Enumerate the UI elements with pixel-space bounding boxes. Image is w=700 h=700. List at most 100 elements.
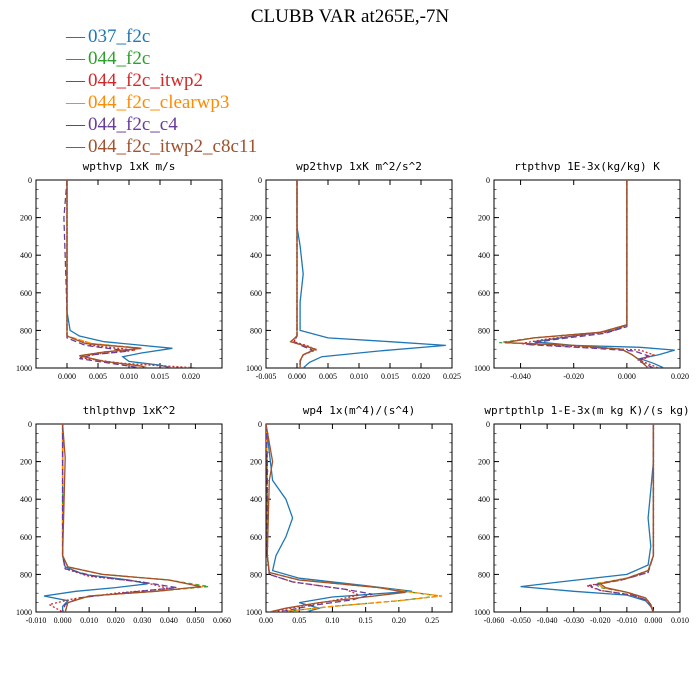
- x-tick-label: 0.010: [80, 616, 98, 625]
- series-line-1: [43, 424, 148, 612]
- x-tick-label: 0.20: [392, 616, 406, 625]
- panel-1: wpthvp 1xK m/s 0 200 400 600 800 1000 0.000 0.00…: [16, 160, 223, 381]
- series-line-6: [61, 424, 201, 612]
- series-line-1: [296, 180, 446, 368]
- y-tick-label: 400: [250, 495, 262, 504]
- panel-frame: [35, 179, 223, 369]
- y-tick-label: 1000: [474, 608, 490, 617]
- y-tick-label: 0: [258, 420, 262, 429]
- panel-frame: [265, 423, 453, 613]
- y-tick-label: 0: [486, 176, 490, 185]
- panel-title: wp2thvp 1xK m^2/s^2: [296, 160, 422, 173]
- x-tick-label: 0.010: [350, 372, 368, 381]
- y-tick-label: 800: [478, 326, 490, 335]
- panel-3: rtpthvp 1E-3x(kg/kg) K 0 200 400 600 800 1000 -…: [474, 160, 689, 381]
- y-tick-label: 0: [258, 176, 262, 185]
- figure-title: CLUBB VAR at265E,-7N: [250, 6, 450, 27]
- y-tick-label: 800: [250, 326, 262, 335]
- x-tick-label: 0.020: [182, 372, 200, 381]
- x-tick-label: 0.040: [160, 616, 178, 625]
- x-tick-label: -0.010: [26, 616, 47, 625]
- y-tick-label: 600: [478, 533, 490, 542]
- x-tick-label: 0.000: [54, 616, 72, 625]
- y-tick-label: 400: [20, 251, 32, 260]
- series-line-1: [266, 424, 413, 612]
- x-tick-label: 0.010: [120, 372, 138, 381]
- y-tick-label: 800: [250, 570, 262, 579]
- legend-label: 044_f2c_itwp2_c8c11: [88, 136, 258, 157]
- y-tick-label: 600: [250, 533, 262, 542]
- legend-item: —044_f2c_itwp2: [66, 70, 257, 92]
- legend-line-icon: —: [66, 114, 85, 135]
- x-tick-label: 0.010: [671, 616, 689, 625]
- x-tick-label: 0.000: [58, 372, 76, 381]
- series-line-6: [504, 180, 649, 368]
- x-tick-label: 0.005: [89, 372, 107, 381]
- legend-label: 044_f2c_clearwp3: [88, 92, 230, 113]
- x-tick-label: 0.060: [213, 616, 231, 625]
- panel-frame: [493, 423, 681, 613]
- x-tick-label: 0.020: [671, 372, 689, 381]
- x-tick-label: 0.020: [412, 372, 430, 381]
- legend-line-icon: —: [66, 70, 85, 91]
- legend-line-icon: —: [66, 92, 85, 113]
- y-tick-label: 200: [20, 458, 32, 467]
- x-tick-label: -0.050: [510, 616, 531, 625]
- y-tick-label: 1000: [246, 608, 262, 617]
- series-line-4: [66, 180, 148, 368]
- x-tick-label: -0.040: [537, 616, 558, 625]
- legend-item: —044_f2c_itwp2_c8c11: [66, 136, 257, 158]
- series-line-5: [63, 180, 142, 368]
- y-tick-label: 800: [20, 570, 32, 579]
- legend-line-icon: —: [66, 136, 85, 157]
- x-tick-label: 0.005: [319, 372, 337, 381]
- y-tick-label: 600: [250, 289, 262, 298]
- legend-item: —044_f2c_clearwp3: [66, 92, 257, 114]
- x-tick-label: 0.015: [151, 372, 169, 381]
- series-line-6: [66, 180, 148, 368]
- series-line-3: [520, 180, 659, 368]
- x-tick-label: 0.15: [359, 616, 373, 625]
- x-tick-label: 0.00: [259, 616, 273, 625]
- x-tick-label: 0.05: [292, 616, 306, 625]
- panel-title: wp4 1x(m^4)/(s^4): [303, 404, 416, 417]
- legend-item: —044_f2c: [66, 48, 257, 70]
- series-line-5: [61, 424, 177, 612]
- y-tick-label: 200: [478, 214, 490, 223]
- y-tick-label: 1000: [474, 364, 490, 373]
- series-line-2: [593, 424, 655, 612]
- legend: —037_f2c —044_f2c —044_f2c_itwp2 —044_f2…: [66, 26, 257, 158]
- legend-label: 037_f2c: [88, 26, 151, 47]
- series-line-5: [266, 424, 373, 612]
- x-tick-label: 0.25: [425, 616, 439, 625]
- y-tick-label: 1000: [246, 364, 262, 373]
- series-line-6: [289, 180, 318, 368]
- y-tick-label: 600: [20, 533, 32, 542]
- series-line-1: [520, 424, 655, 612]
- legend-item: —037_f2c: [66, 26, 257, 48]
- panel-title: wpthvp 1xK m/s: [83, 160, 176, 173]
- x-tick-label: 0.030: [133, 616, 151, 625]
- panel-title: rtpthvp 1E-3x(kg/kg) K: [514, 160, 660, 173]
- y-tick-label: 200: [250, 458, 262, 467]
- y-tick-label: 1000: [16, 364, 32, 373]
- y-tick-label: 200: [250, 214, 262, 223]
- x-tick-label: -0.010: [617, 616, 638, 625]
- y-tick-label: 400: [478, 251, 490, 260]
- legend-line-icon: —: [66, 48, 85, 69]
- y-tick-label: 200: [478, 458, 490, 467]
- x-tick-label: 0.10: [325, 616, 339, 625]
- legend-line-icon: —: [66, 26, 85, 47]
- y-tick-label: 800: [20, 326, 32, 335]
- x-tick-label: 0.000: [618, 372, 636, 381]
- panel-2: wp2thvp 1xK m^2/s^2 0 200 400 600 800 1000-0.0…: [246, 160, 461, 381]
- series-line-1: [66, 180, 173, 368]
- y-tick-label: 0: [486, 420, 490, 429]
- x-tick-label: -0.020: [590, 616, 611, 625]
- y-tick-label: 400: [250, 251, 262, 260]
- y-tick-label: 0: [28, 176, 32, 185]
- x-tick-label: -0.030: [563, 616, 584, 625]
- panel-4: thlpthvp 1xK^2 0 200 400 600 800 1000-0.010 0.0…: [16, 404, 231, 625]
